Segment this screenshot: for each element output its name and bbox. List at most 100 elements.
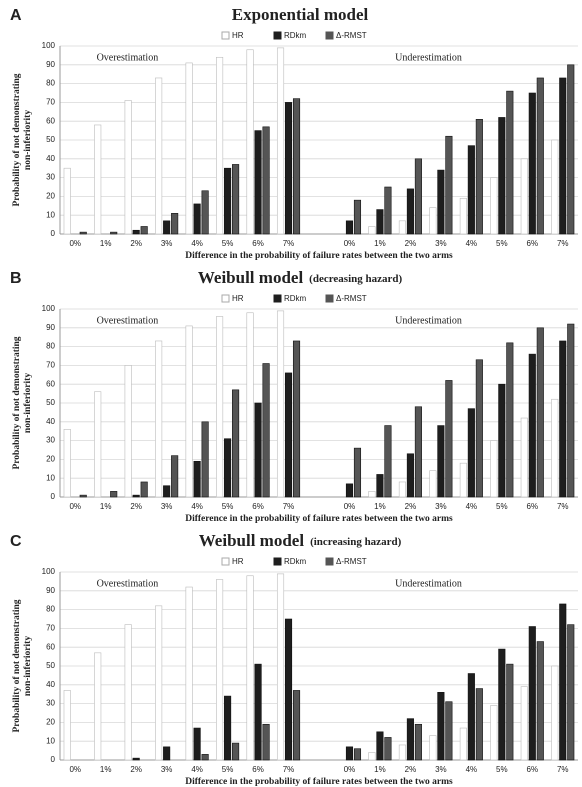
bar <box>559 77 567 235</box>
bar <box>345 746 354 761</box>
title-text: Weibull model <box>199 531 305 550</box>
x-tick-label: 5% <box>222 502 234 511</box>
bar <box>262 363 270 498</box>
x-tick-label: 0% <box>344 239 356 248</box>
x-tick-label: 3% <box>161 239 173 248</box>
bar <box>193 460 201 498</box>
bar <box>368 226 376 235</box>
bar <box>163 220 171 235</box>
bar <box>224 167 232 235</box>
bar <box>262 126 270 235</box>
legend-swatch <box>325 557 334 566</box>
bar <box>284 618 293 761</box>
x-tick-label: 7% <box>283 239 295 248</box>
bar <box>292 340 301 498</box>
x-tick-label: 6% <box>527 239 539 248</box>
y-tick-label: 70 <box>46 98 55 107</box>
bar <box>345 220 354 235</box>
x-tick-label: 2% <box>130 765 142 774</box>
bar <box>254 663 262 761</box>
bar <box>232 164 240 235</box>
x-tick-label: 3% <box>435 239 447 248</box>
bar <box>467 673 475 761</box>
x-tick-label: 0% <box>69 502 81 511</box>
bar <box>193 203 201 235</box>
bar <box>140 481 148 498</box>
x-tick-label: 5% <box>496 239 508 248</box>
bar <box>276 573 285 761</box>
legend-label: HR <box>232 294 244 303</box>
y-tick-label: 80 <box>46 79 55 88</box>
y-tick-label: 10 <box>46 473 55 482</box>
x-tick-label: 4% <box>466 239 478 248</box>
x-tick-label: 0% <box>69 765 81 774</box>
bar <box>201 754 209 761</box>
bar <box>79 494 87 498</box>
y-tick-label: 0 <box>51 492 56 501</box>
bar <box>398 220 406 235</box>
x-tick-label: 3% <box>161 765 173 774</box>
bar <box>551 398 559 498</box>
bar <box>94 652 102 761</box>
y-tick-label: 100 <box>42 304 56 313</box>
bar <box>429 735 437 761</box>
bar <box>567 323 575 498</box>
bar <box>384 737 392 761</box>
bar <box>276 310 285 498</box>
x-tick-label: 6% <box>252 239 264 248</box>
x-tick-label: 2% <box>405 502 417 511</box>
y-tick-label: 80 <box>46 605 55 614</box>
bar <box>132 494 140 498</box>
x-tick-label: 0% <box>344 765 356 774</box>
bar <box>520 686 528 761</box>
chart-title: Weibull model (decreasing hazard) <box>198 268 403 287</box>
subtitle: (decreasing hazard) <box>309 273 402 285</box>
y-tick-label: 90 <box>46 60 55 69</box>
x-tick-label: 3% <box>435 502 447 511</box>
legend-label: Δ-RMST <box>336 31 367 40</box>
bar <box>498 648 506 761</box>
bar <box>475 119 483 235</box>
chart-title: Weibull model (increasing hazard) <box>199 531 402 550</box>
bar <box>536 641 544 761</box>
y-tick-label: 60 <box>46 642 55 651</box>
bar <box>376 209 384 235</box>
bar <box>445 701 453 761</box>
y-tick-label: 70 <box>46 361 55 370</box>
bar <box>406 188 414 235</box>
x-tick-label: 4% <box>466 502 478 511</box>
bar <box>536 77 544 235</box>
bar <box>124 365 132 498</box>
bar <box>398 744 406 761</box>
bar <box>506 90 514 235</box>
bar <box>406 718 414 761</box>
y-tick-label: 60 <box>46 379 55 388</box>
annotation: Underestimation <box>395 578 462 589</box>
x-tick-label: 6% <box>252 502 264 511</box>
bar <box>437 425 445 498</box>
x-tick-label: 0% <box>344 502 356 511</box>
y-tick-label: 30 <box>46 173 55 182</box>
x-tick-label: 4% <box>191 765 203 774</box>
x-tick-label: 7% <box>557 239 569 248</box>
bar <box>216 316 224 498</box>
bar <box>132 229 140 235</box>
y-tick-label: 100 <box>42 567 56 576</box>
bar <box>459 462 467 498</box>
bar <box>490 177 498 235</box>
x-tick-label: 2% <box>405 765 417 774</box>
bar <box>276 47 285 235</box>
y-axis-label: Probability of not demonstratingnon-infe… <box>12 73 33 206</box>
bar <box>506 663 514 761</box>
bar <box>284 102 293 235</box>
x-tick-label: 1% <box>100 239 112 248</box>
x-tick-label: 1% <box>100 502 112 511</box>
bar <box>528 626 536 761</box>
bar <box>254 130 262 235</box>
bar <box>475 359 483 498</box>
y-axis-label-line: Probability of not demonstrating <box>12 599 22 732</box>
panel-letter: A <box>10 7 22 24</box>
bar <box>163 485 171 498</box>
